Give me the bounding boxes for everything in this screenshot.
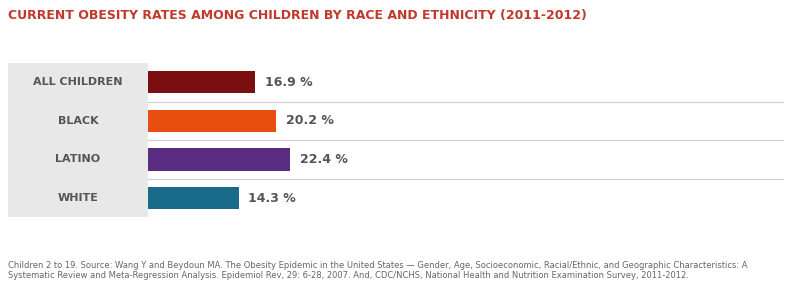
Bar <box>148 110 276 132</box>
Text: Children 2 to 19. Source: Wang Y and Beydoun MA. The Obesity Epidemic in the Uni: Children 2 to 19. Source: Wang Y and Bey… <box>8 261 748 280</box>
FancyBboxPatch shape <box>8 63 148 102</box>
FancyBboxPatch shape <box>8 179 148 217</box>
Text: CURRENT OBESITY RATES AMONG CHILDREN BY RACE AND ETHNICITY (2011-2012): CURRENT OBESITY RATES AMONG CHILDREN BY … <box>8 9 587 21</box>
FancyBboxPatch shape <box>8 102 148 140</box>
Text: 16.9 %: 16.9 % <box>265 76 313 89</box>
Bar <box>148 187 239 209</box>
Text: 22.4 %: 22.4 % <box>300 153 348 166</box>
Text: ALL CHILDREN: ALL CHILDREN <box>33 77 123 87</box>
Bar <box>148 148 291 171</box>
Text: LATINO: LATINO <box>55 154 101 164</box>
FancyBboxPatch shape <box>8 140 148 179</box>
Text: 20.2 %: 20.2 % <box>286 114 333 127</box>
Text: 14.3 %: 14.3 % <box>249 192 296 204</box>
Bar <box>148 71 255 94</box>
Text: BLACK: BLACK <box>58 116 98 126</box>
Text: WHITE: WHITE <box>58 193 98 203</box>
